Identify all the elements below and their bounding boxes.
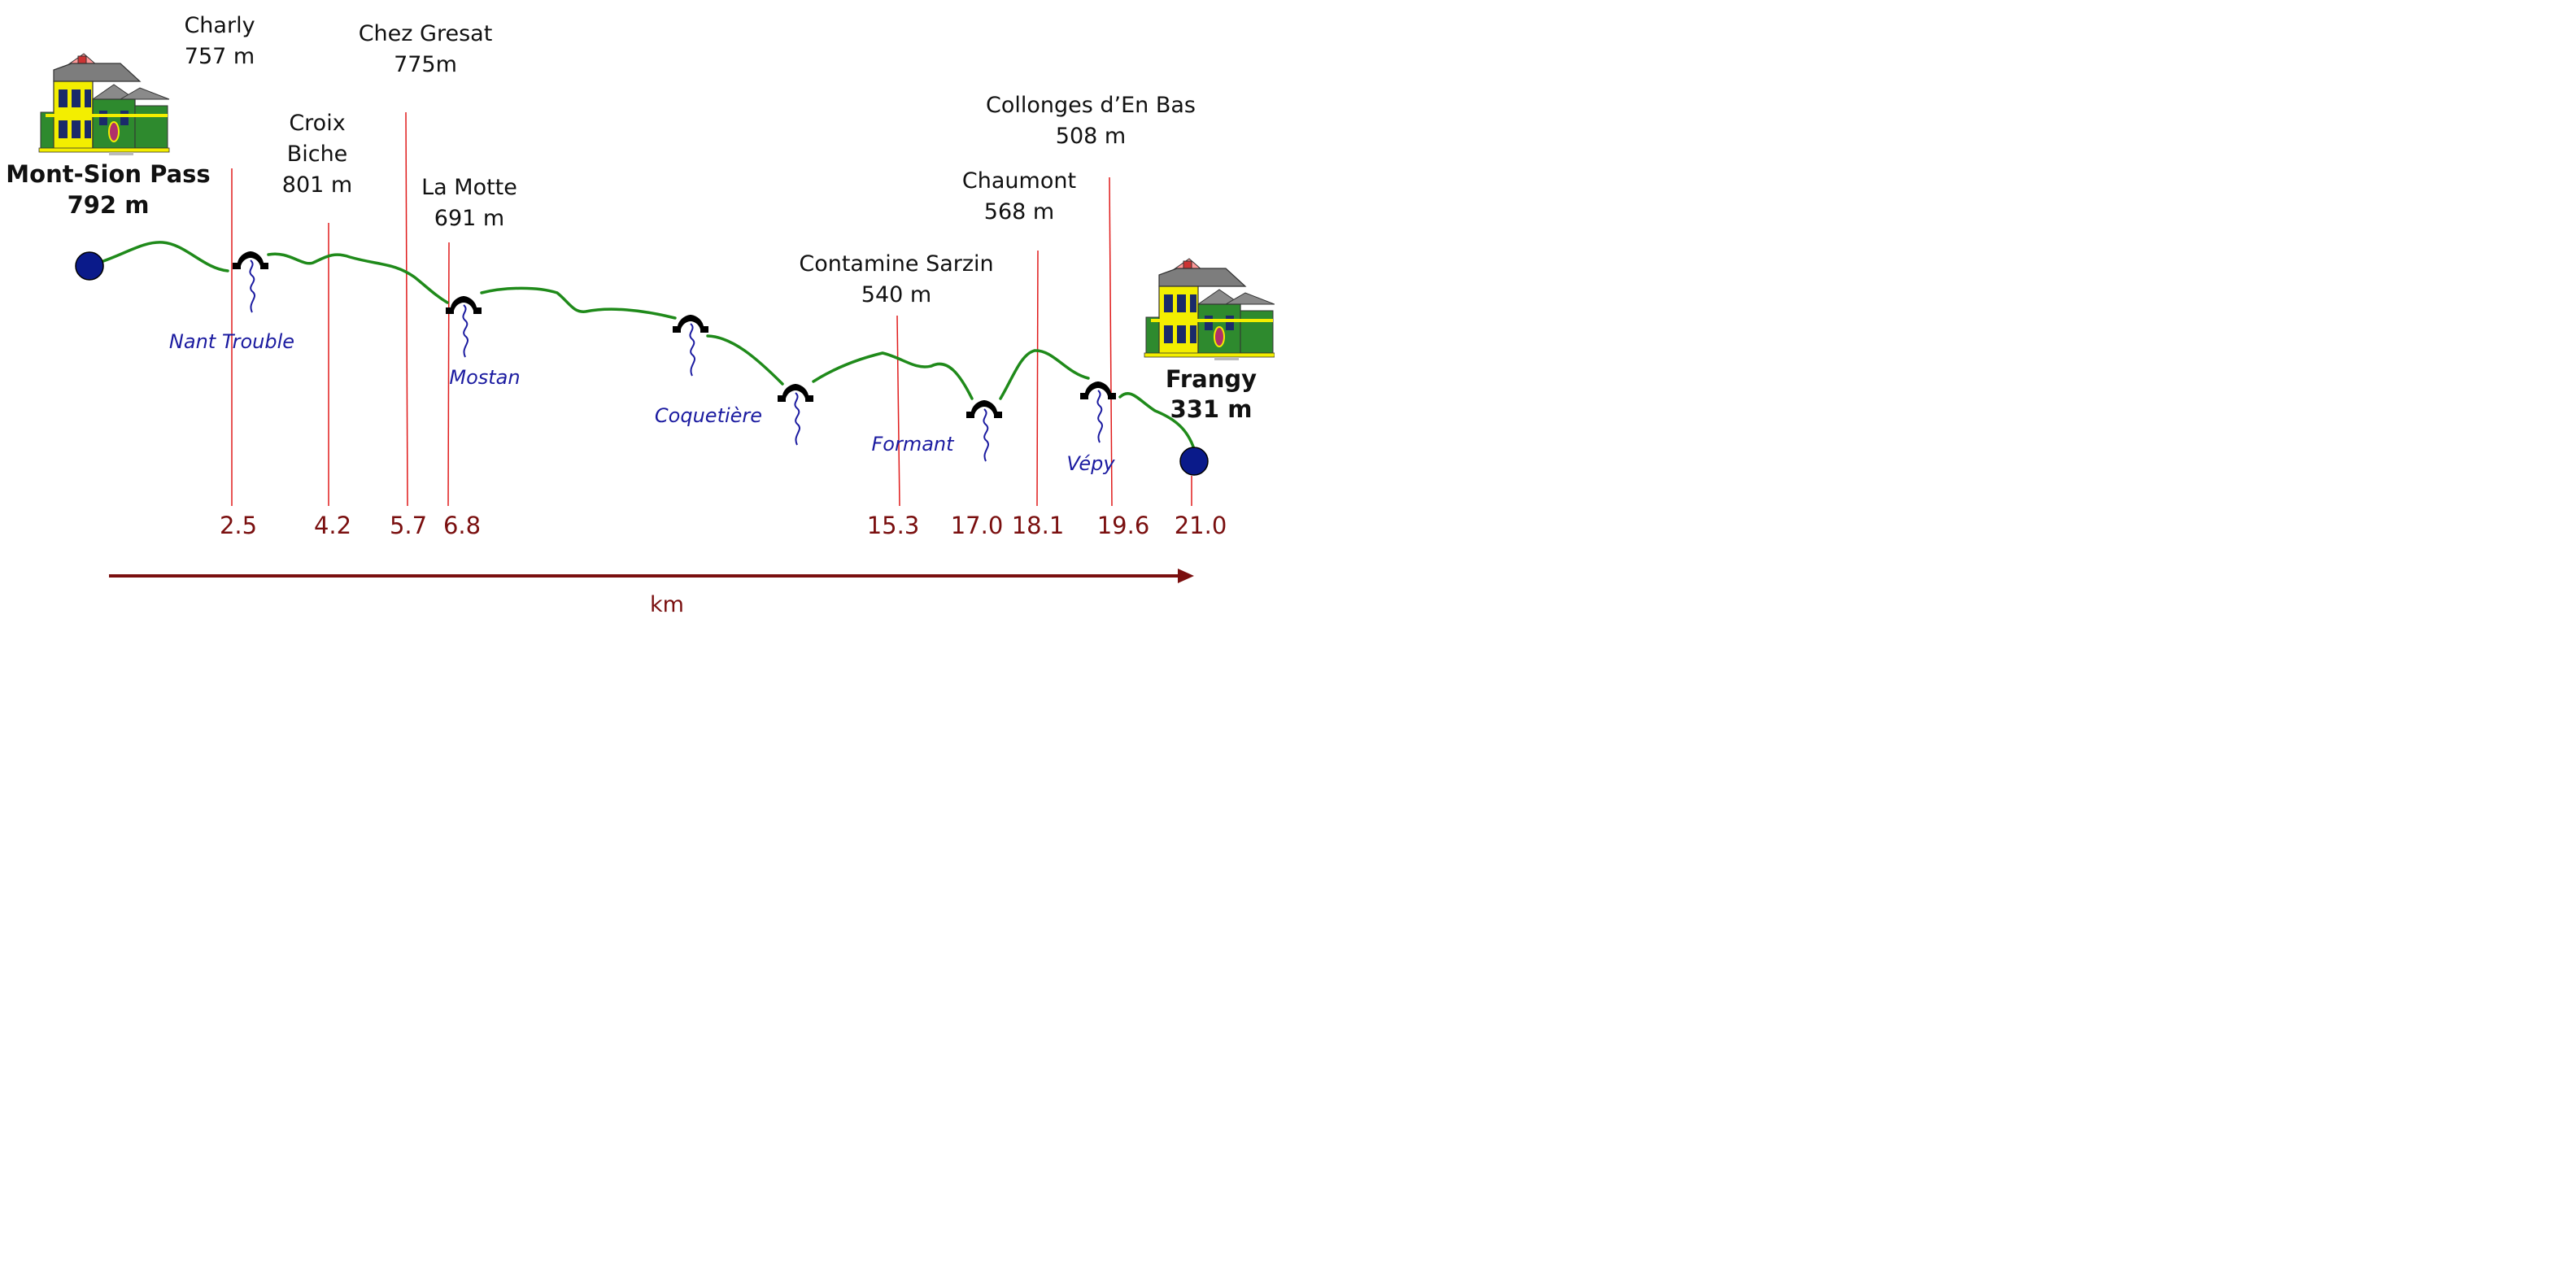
elevation-profile-line [89, 241, 1196, 451]
river-label-formant: Formant [871, 433, 955, 456]
km-label-2-5: 2.5 [220, 512, 257, 539]
axis-unit-label: km [650, 592, 684, 617]
marker-line-contamine-sarzin [896, 315, 900, 507]
bridge-formant [966, 400, 1002, 462]
km-label-6-8: 6.8 [443, 512, 481, 539]
bridge-icon [778, 384, 813, 402]
bridge-icon [233, 251, 268, 269]
profile-canvas: Nant Trouble Mostan Coquetière Formant V… [6, 13, 1275, 617]
waypoint-elevation-croix-biche: 801 m [282, 172, 352, 198]
waypoint-name-la-motte: La Motte [421, 175, 517, 200]
waypoint-name-croix: Croix [289, 111, 345, 136]
waypoint-elevation-collonges: 508 m [1056, 124, 1126, 149]
waypoint-name-collonges: Collonges d’En Bas [986, 93, 1196, 118]
start-point-marker [75, 251, 104, 281]
end-point-marker [1179, 447, 1209, 476]
marker-line-collonges [1109, 177, 1113, 507]
house-icon [38, 53, 170, 155]
river-squiggle-icon [689, 323, 695, 377]
waypoint-name-chez-gresat: Chez Gresat [359, 21, 493, 46]
km-label-21-0: 21.0 [1175, 512, 1227, 539]
axis-arrowhead-icon [1178, 569, 1194, 583]
waypoint-elevation-contamine-sarzin: 540 m [861, 282, 931, 307]
km-label-17-0: 17.0 [951, 512, 1004, 539]
waypoint-elevation-la-motte: 691 m [434, 206, 504, 231]
waypoint-elevation-chez-gresat: 775m [394, 52, 457, 77]
river-label-mostan: Mostan [449, 366, 520, 389]
river-label-nant-trouble: Nant Trouble [169, 330, 294, 353]
waypoint-name-contamine-sarzin: Contamine Sarzin [799, 251, 993, 277]
end-name: Frangy [1166, 365, 1257, 393]
km-label-18-1: 18.1 [1012, 512, 1065, 539]
marker-line-la-motte [447, 242, 450, 507]
end-elevation: 331 m [1170, 395, 1253, 423]
km-marker-lines [231, 111, 1192, 507]
bridge-icon [1080, 381, 1116, 399]
bridge-unnamed [778, 384, 813, 446]
river-squiggle-icon [249, 259, 255, 313]
elevation-profile-diagram: Nant Trouble Mostan Coquetière Formant V… [0, 0, 1275, 634]
bridge-icon [446, 296, 482, 314]
waypoint-name-charly: Charly [184, 13, 255, 38]
river-squiggle-icon [462, 304, 469, 358]
river-squiggle-icon [794, 392, 800, 446]
waypoint-name-biche: Biche [287, 142, 348, 167]
waypoint-name-chaumont: Chaumont [962, 168, 1076, 194]
km-label-4-2: 4.2 [314, 512, 351, 539]
river-squiggle-icon [1096, 390, 1103, 443]
bridge-coquetiere [673, 315, 708, 377]
house-icon [1144, 258, 1275, 360]
bridge-mostan [446, 296, 482, 358]
km-label-15-3: 15.3 [867, 512, 920, 539]
waypoint-elevation-charly: 757 m [185, 44, 255, 69]
start-name: Mont-Sion Pass [6, 160, 210, 188]
river-label-vepy: Vépy [1066, 452, 1115, 475]
bridge-nant-trouble [233, 251, 268, 313]
bridge-vepy [1080, 381, 1116, 443]
bridge-icon [966, 400, 1002, 418]
marker-line-chaumont [1036, 250, 1039, 507]
river-squiggle-icon [983, 408, 989, 462]
river-label-coquetiere: Coquetière [655, 404, 762, 427]
km-label-5-7: 5.7 [390, 512, 427, 539]
km-label-19-6: 19.6 [1097, 512, 1150, 539]
start-elevation: 792 m [68, 191, 150, 219]
bridge-icon [673, 315, 708, 333]
marker-line-chez-gresat [405, 111, 408, 507]
waypoint-elevation-chaumont: 568 m [984, 199, 1054, 225]
